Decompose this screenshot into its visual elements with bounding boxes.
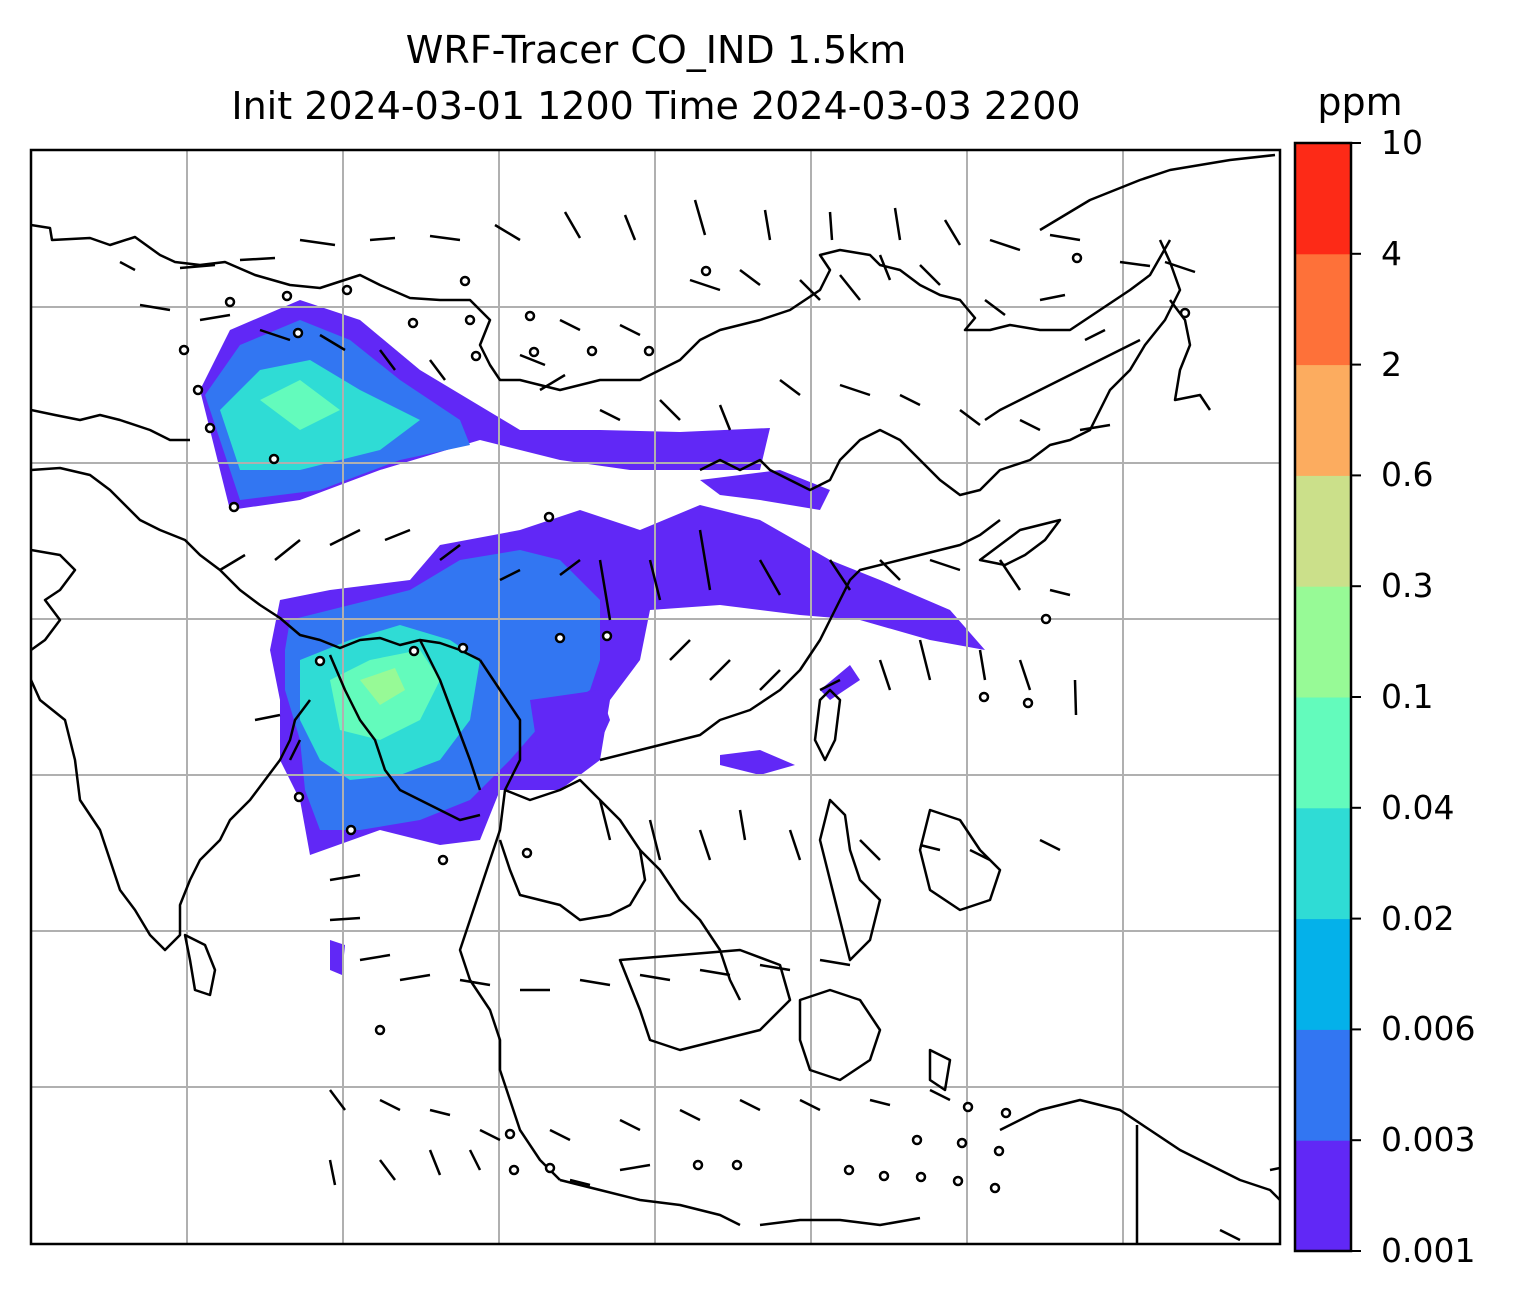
colorbar-segment xyxy=(1295,1140,1351,1252)
colorbar-frame xyxy=(1293,141,1353,1253)
colorbar-tick-label: 0.006 xyxy=(1381,1009,1476,1049)
colorbar-tick-label: 10 xyxy=(1381,123,1423,162)
coastlines xyxy=(31,153,1280,1244)
colorbar-segment xyxy=(1295,697,1351,809)
colorbar-tick-label: 0.04 xyxy=(1381,787,1455,827)
colorbar-segment xyxy=(1295,918,1351,1030)
map-title-line2: Init 2024-03-01 1200 Time 2024-03-03 220… xyxy=(231,84,1081,128)
map-gridlines xyxy=(31,150,1280,1244)
map-title-line1: WRF-Tracer CO_IND 1.5km xyxy=(405,28,907,72)
colorbar-unit-label: ppm xyxy=(1317,80,1403,124)
colorbar-tick-label: 0.001 xyxy=(1381,1231,1476,1270)
colorbar-tick-label: 0.3 xyxy=(1381,566,1434,606)
colorbar-tick-label: 0.6 xyxy=(1381,455,1434,495)
wind-barbs xyxy=(119,199,1196,1187)
map-frame xyxy=(29,148,1282,1246)
colorbar-tick-label: 0.1 xyxy=(1381,677,1434,716)
colorbar-segment xyxy=(1295,1029,1351,1141)
calm-wind-circles xyxy=(178,252,1191,1194)
colorbar-segment xyxy=(1295,143,1351,255)
colorbar-tick-label: 2 xyxy=(1381,344,1402,384)
colorbar-tick-label: 0.003 xyxy=(1381,1120,1476,1160)
colorbar-tick-label: 0.02 xyxy=(1381,898,1455,938)
tracer-shading xyxy=(200,300,985,975)
colorbar-segment xyxy=(1295,253,1351,366)
colorbar-segment xyxy=(1295,364,1351,476)
colorbar-segment xyxy=(1295,586,1351,698)
colorbar xyxy=(1295,142,1361,1252)
colorbar-tick-label: 4 xyxy=(1381,233,1402,273)
colorbar-segment xyxy=(1295,807,1351,920)
colorbar-segment xyxy=(1295,475,1351,587)
